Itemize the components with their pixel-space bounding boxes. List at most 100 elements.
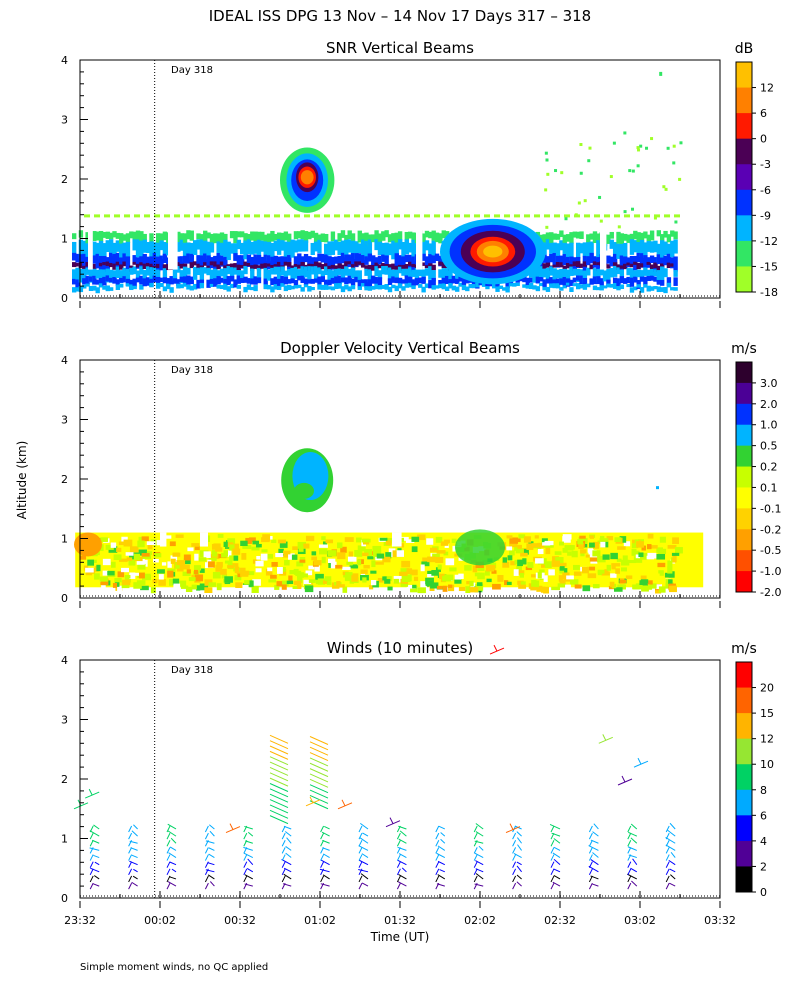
doppler-cell	[117, 585, 123, 592]
wind-barb	[269, 766, 289, 776]
snr-cell	[505, 279, 510, 289]
doppler-cell	[241, 584, 249, 591]
snr-cell	[428, 280, 433, 289]
snr-cell	[464, 214, 470, 218]
wind-barb	[167, 830, 177, 837]
doppler-cell	[305, 570, 313, 576]
wind-barb	[90, 867, 100, 873]
snr-cell	[317, 239, 322, 254]
wind-barb-flag	[435, 875, 440, 883]
snr-cell	[549, 277, 554, 286]
snr-cell	[589, 233, 594, 240]
snr-cell	[653, 269, 658, 277]
snr-cell	[579, 263, 584, 268]
snr-title: SNR Vertical Beams	[326, 39, 474, 57]
wind-barb-flag	[435, 868, 440, 876]
snr-cell	[139, 284, 144, 290]
snr-cell	[290, 267, 295, 282]
snr-cell	[283, 241, 289, 258]
snr-cell	[344, 266, 349, 276]
wind-barb	[281, 858, 292, 866]
snr-cell	[582, 284, 588, 290]
wind-barb	[207, 874, 215, 880]
doppler-cell	[401, 560, 411, 568]
snr-cell	[250, 256, 255, 271]
wind-barb	[309, 752, 329, 762]
x-tick-label: 23:32	[64, 914, 96, 927]
wind-barb	[269, 777, 289, 787]
snr-cell	[639, 270, 645, 282]
doppler-cell	[554, 551, 562, 555]
snr-cell	[253, 240, 258, 254]
time-tick-labels: 23:32 00:02 00:32 01:02 01:32 02:02 02:32 03:02…	[64, 914, 736, 927]
snr-cell	[465, 277, 470, 284]
footnote: Simple moment winds, no QC applied	[80, 962, 268, 973]
doppler-cell	[606, 535, 614, 541]
snr-cell	[451, 285, 457, 291]
doppler-cell	[475, 584, 484, 591]
snr-cell	[274, 214, 280, 218]
snr-cell	[229, 231, 235, 239]
wind-barb	[324, 826, 330, 830]
wind-barb	[592, 883, 599, 887]
winds-colorbar-label: 4	[760, 835, 767, 848]
wind-barb	[516, 881, 522, 887]
snr-cell	[404, 239, 409, 255]
snr-speckle	[631, 169, 635, 173]
doppler-colorbar-label: -0.5	[760, 544, 781, 557]
snr-colorbar-label: -15	[760, 260, 778, 273]
snr-cell	[606, 279, 611, 287]
snr-cell	[656, 270, 661, 284]
snr-cell	[589, 264, 594, 270]
snr-cell	[411, 269, 416, 277]
wind-barb-flag	[166, 840, 171, 847]
snr-cell	[196, 239, 201, 250]
snr-cell	[350, 267, 356, 279]
snr-cell	[411, 239, 416, 259]
doppler-cell	[94, 573, 100, 580]
snr-cell	[186, 275, 191, 285]
snr-cell	[374, 239, 379, 251]
doppler-cell	[277, 567, 283, 574]
wind-barb-flag	[281, 854, 286, 861]
doppler-cell	[229, 555, 237, 561]
wind-barb	[397, 859, 407, 866]
wind-barb	[269, 745, 289, 755]
snr-cell	[145, 242, 151, 254]
snr-cell	[619, 243, 625, 261]
doppler-cell	[122, 579, 131, 586]
snr-cell	[397, 239, 403, 250]
snr-cell	[360, 239, 366, 256]
wind-barb	[401, 867, 407, 873]
snr-colorbar-label: -12	[760, 235, 778, 248]
snr-cell	[394, 285, 399, 292]
snr-cell	[629, 287, 635, 293]
snr-cell	[438, 269, 443, 278]
wind-barb-flag	[309, 796, 314, 804]
snr-cell	[391, 233, 396, 242]
wind-barb-flag	[166, 847, 171, 854]
wind-barb-flag	[243, 861, 248, 868]
snr-cell	[307, 231, 312, 240]
snr-cell	[287, 279, 292, 284]
snr-cell	[108, 232, 114, 240]
winds-title: Winds (10 minutes)	[327, 639, 474, 657]
wind-barb-flag	[128, 875, 133, 883]
wind-barb-flag	[89, 882, 94, 890]
wind-barb	[588, 865, 599, 873]
doppler-cell	[620, 567, 627, 572]
snr-cell	[589, 241, 594, 257]
snr-cell	[219, 242, 225, 256]
doppler-cell	[169, 541, 176, 547]
snr-cell	[94, 214, 100, 218]
snr-cell	[84, 214, 90, 218]
doppler-cell	[442, 585, 448, 592]
doppler-cell	[517, 544, 522, 549]
doppler-cell	[100, 537, 108, 542]
snr-cell	[216, 264, 221, 270]
snr-cell	[156, 269, 161, 280]
snr-cell	[401, 268, 406, 276]
doppler-title: Doppler Velocity Vertical Beams	[280, 339, 520, 357]
snr-cell	[246, 278, 252, 284]
wind-barb-flag	[665, 825, 670, 833]
